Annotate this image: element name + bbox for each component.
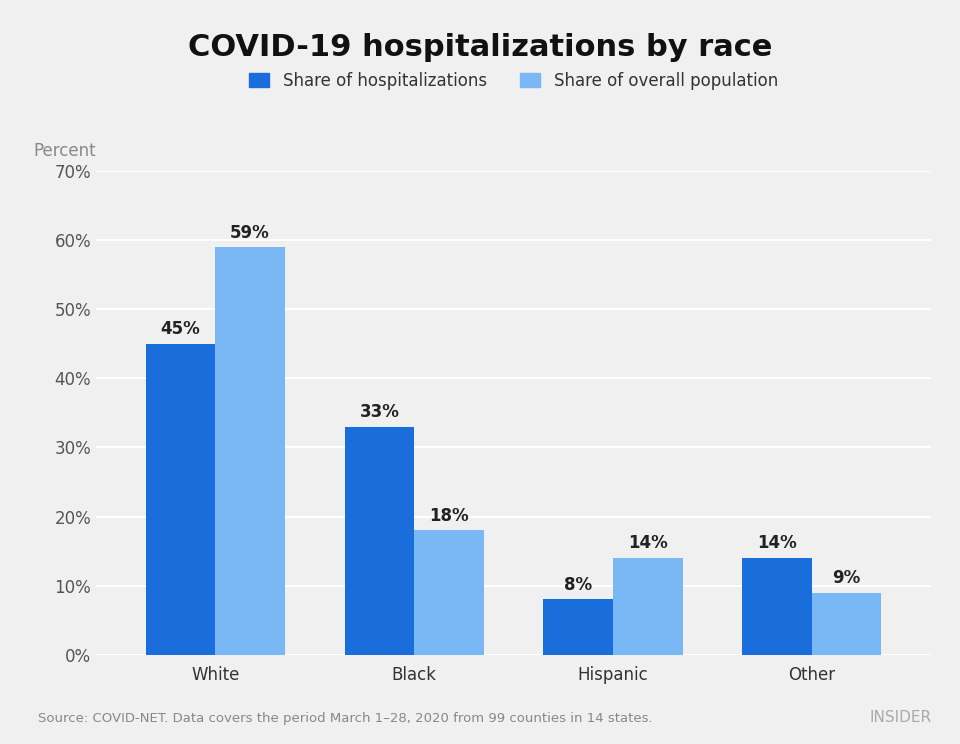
Text: INSIDER: INSIDER bbox=[869, 711, 931, 725]
Bar bbox=[812, 592, 881, 655]
Bar bbox=[215, 247, 285, 655]
Bar bbox=[414, 530, 484, 655]
Bar bbox=[543, 600, 613, 655]
Text: 59%: 59% bbox=[230, 224, 270, 242]
Text: 14%: 14% bbox=[628, 534, 668, 553]
Bar bbox=[345, 427, 414, 655]
Text: 18%: 18% bbox=[429, 507, 468, 525]
Bar bbox=[742, 558, 812, 655]
Text: 14%: 14% bbox=[757, 534, 797, 553]
Legend: Share of hospitalizations, Share of overall population: Share of hospitalizations, Share of over… bbox=[241, 63, 786, 98]
Text: 8%: 8% bbox=[564, 576, 592, 594]
Bar bbox=[146, 344, 215, 655]
Text: 9%: 9% bbox=[832, 569, 861, 587]
Text: Source: COVID-NET. Data covers the period March 1–28, 2020 from 99 counties in 1: Source: COVID-NET. Data covers the perio… bbox=[38, 713, 653, 725]
Text: 45%: 45% bbox=[160, 321, 201, 339]
Text: 33%: 33% bbox=[359, 403, 399, 421]
Bar bbox=[613, 558, 683, 655]
Text: Percent: Percent bbox=[34, 142, 96, 160]
Text: COVID-19 hospitalizations by race: COVID-19 hospitalizations by race bbox=[188, 33, 772, 62]
